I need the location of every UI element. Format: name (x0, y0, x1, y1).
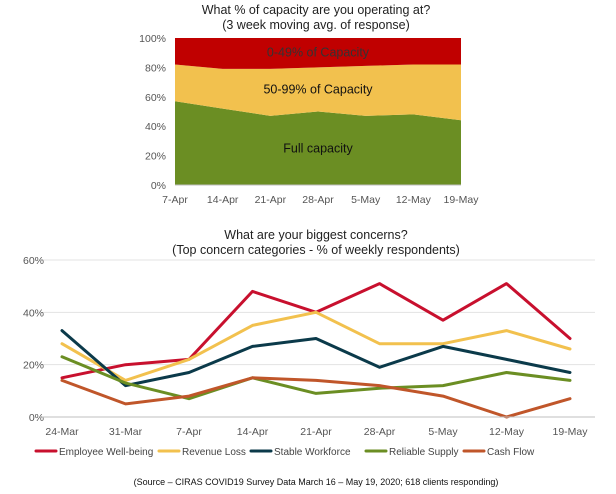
capacity-band-label: 0-49% of Capacity (267, 46, 370, 60)
capacity-x-tick-label: 14-Apr (207, 194, 239, 206)
capacity-chart-subtitle: (3 week moving avg. of response) (222, 18, 410, 32)
concerns-x-tick-label: 12-May (489, 426, 525, 438)
legend-label: Stable Workforce (274, 447, 351, 458)
capacity-area-2 (175, 38, 461, 69)
concerns-chart-subtitle: (Top concern categories - % of weekly re… (172, 243, 460, 257)
concerns-series-line-3 (60, 355, 572, 401)
concerns-y-tick-label: 40% (23, 307, 44, 319)
capacity-x-tick-label: 28-Apr (302, 194, 334, 206)
concerns-x-tick-label: 14-Apr (237, 426, 269, 438)
legend-label: Revenue Loss (182, 447, 246, 458)
capacity-y-tick-label: 100% (139, 33, 166, 45)
capacity-x-tick-label: 5-May (351, 194, 381, 206)
concerns-x-tick-label: 21-Apr (300, 426, 332, 438)
concerns-series-line-2 (60, 329, 572, 388)
capacity-area-1 (175, 64, 461, 121)
concerns-series-line-1 (60, 310, 572, 382)
capacity-area-0 (175, 101, 461, 185)
capacity-y-tick-label: 0% (151, 180, 166, 192)
capacity-x-axis: 7-Apr 14-Apr 21-Apr 28-Apr 5-May 12-May 19-May (162, 184, 479, 206)
concerns-x-tick-label: 7-Apr (176, 426, 202, 438)
capacity-x-tick-label: 19-May (443, 194, 479, 206)
concerns-x-tick-label: 5-May (428, 426, 458, 438)
concerns-x-axis: 24-Mar 31-Mar 7-Apr 14-Apr 21-Apr 28-Apr 5-May… (42, 416, 595, 438)
capacity-band-labels: Full capacity 50-99% of Capacity 0-49% of … (263, 46, 373, 156)
capacity-areas (175, 38, 461, 185)
concerns-series-line-4 (60, 376, 572, 419)
capacity-chart: What % of capacity are you operating at?… (139, 3, 479, 206)
legend-label: Cash Flow (487, 447, 535, 458)
concerns-y-tick-label: 20% (23, 360, 44, 372)
concerns-y-tick-label: 60% (23, 255, 44, 267)
capacity-band-label: Full capacity (283, 141, 353, 155)
capacity-y-tick-label: 20% (145, 151, 166, 163)
capacity-y-tick-label: 60% (145, 92, 166, 104)
capacity-x-tick-label: 7-Apr (162, 194, 188, 206)
capacity-band-label: 50-99% of Capacity (263, 82, 373, 96)
capacity-y-tick-label: 40% (145, 121, 166, 133)
concerns-chart: What are your biggest concerns? (Top con… (23, 228, 595, 458)
concerns-series-lines (60, 282, 572, 419)
concerns-x-tick-label: 19-May (552, 426, 588, 438)
concerns-legend: Employee Well-being Revenue Loss Stable Wo… (34, 447, 535, 458)
concerns-y-axis: 0% 20% 40% 60% (23, 255, 44, 424)
concerns-x-tick-label: 24-Mar (45, 426, 79, 438)
capacity-x-tick-label: 12-May (396, 194, 432, 206)
concerns-y-tick-label: 0% (29, 412, 44, 424)
legend-label: Employee Well-being (59, 447, 153, 458)
legend-label: Reliable Supply (389, 447, 459, 458)
concerns-x-tick-label: 31-Mar (109, 426, 143, 438)
capacity-y-tick-label: 80% (145, 62, 166, 74)
capacity-chart-title: What % of capacity are you operating at? (202, 3, 431, 17)
source-note: (Source – CIRAS COVID19 Survey Data Marc… (134, 477, 499, 487)
concerns-chart-title: What are your biggest concerns? (224, 228, 407, 242)
concerns-x-tick-label: 28-Apr (364, 426, 396, 438)
capacity-y-axis: 0% 20% 40% 60% 80% 100% (139, 33, 166, 192)
capacity-x-tick-label: 21-Apr (255, 194, 287, 206)
concerns-series-line-0 (60, 282, 572, 380)
